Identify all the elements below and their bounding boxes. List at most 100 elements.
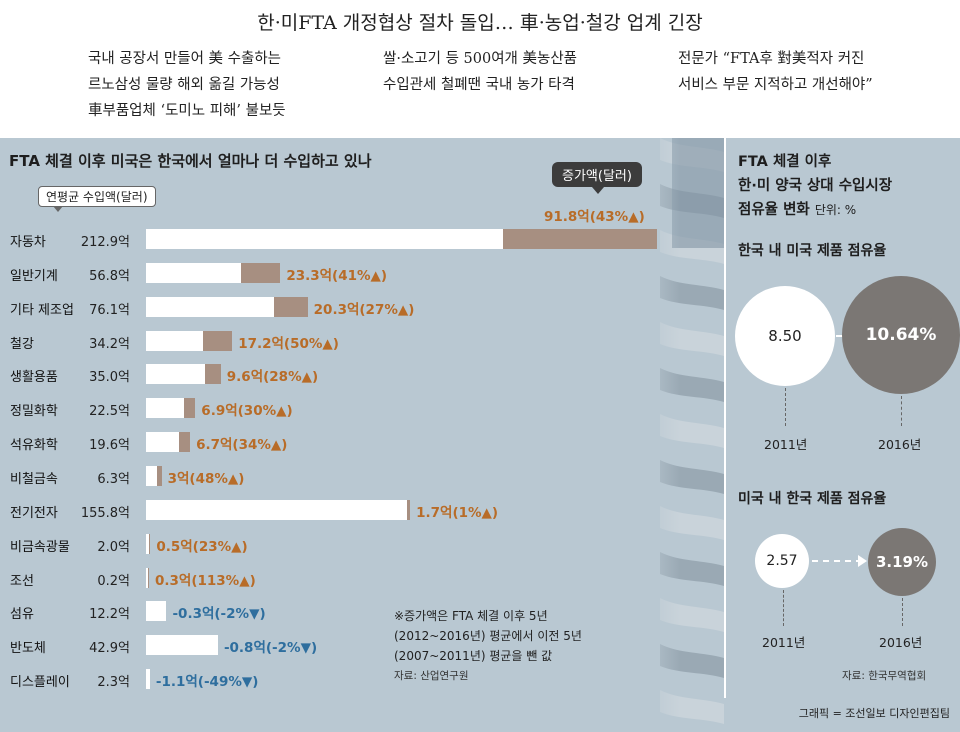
right-chart-title: FTA 체결 이후 한·미 양국 상대 수입시장 점유율 변화 단위: % [738, 150, 892, 222]
bar-average-label: 12.2억 [89, 607, 130, 623]
right-title-text: 점유율 변화 [738, 202, 810, 218]
subhead-line: 서비스 부문 지적하고 개선해야” [678, 77, 873, 93]
bar-increase-label: 1.7억(1%▲) [416, 504, 499, 521]
subhead-line: 전문가 “FTA후 對美적자 커진 [678, 51, 865, 67]
bar-average [146, 364, 205, 385]
bar-average [146, 229, 504, 249]
year-label: 2016년 [878, 437, 922, 452]
flag-canton [672, 138, 724, 248]
bubble-2016-us-share: 10.64% [842, 276, 960, 394]
leader-line [902, 598, 903, 626]
share-us-in-korea-title: 한국 내 미국 제품 점유율 [738, 243, 887, 259]
bar-average-label: 0.2억 [97, 573, 130, 589]
bar-average-label: 35.0억 [89, 370, 130, 386]
left-chart-title: FTA 체결 이후 미국은 한국에서 얼마나 더 수입하고 있나 [9, 152, 372, 170]
bar-increase-label: 0.3억(113%▲) [155, 572, 256, 589]
us-flag-background [640, 138, 724, 732]
bar-average [146, 635, 218, 656]
bar-increase-label: 9.6억(28%▲) [226, 369, 319, 386]
bar-increase-label: 0.5억(23%▲) [156, 538, 248, 555]
infographic-panel: FTA 체결 이후 미국은 한국에서 얼마나 더 수입하고 있나 연평균 수입액… [0, 138, 960, 732]
subhead-line: 국내 공장서 만들어 美 수출하는 [88, 51, 282, 67]
bar-increase-label: 91.8억(43%▲) [544, 209, 645, 225]
year-label: 2011년 [762, 635, 806, 650]
share-korea-in-us-title: 미국 내 한국 제품 점유율 [738, 491, 887, 507]
bar-increase-label: 23.3억(41%▲) [286, 267, 388, 284]
bar-average-label: 22.5억 [89, 404, 130, 420]
bar-average [146, 330, 204, 351]
bar-average [146, 567, 148, 588]
bar-average [146, 398, 184, 419]
bar-category-label: 비금속광물 [10, 539, 70, 555]
footnote-line: (2007~2011년) 평균을 뺀 값 [394, 649, 553, 663]
bar-increase [183, 398, 196, 419]
bar-average [146, 533, 150, 554]
leader-line [785, 388, 786, 426]
bar-increase-label: 20.3억(27%▲) [313, 301, 415, 318]
bar-average [146, 262, 242, 283]
subhead-line: 수입관세 철폐땐 국내 농가 타격 [383, 77, 575, 93]
avg-import-badge: 연평균 수입액(달러) [38, 186, 156, 212]
source-right: 자료: 한국무역협회 [842, 670, 927, 682]
bar-average-label: 2.0억 [97, 539, 130, 555]
footnote-line: ※증가액은 FTA 체결 이후 5년 [394, 609, 548, 623]
bar-category-label: 철강 [10, 336, 34, 352]
bar-category-label: 비철금속 [10, 471, 58, 487]
bar-increase [241, 262, 281, 283]
increase-badge: 증가액(달러) [552, 162, 642, 194]
bar-category-label: 전기전자 [10, 505, 58, 521]
bar-average-label: 212.9억 [80, 235, 130, 250]
bar-category-label: 석유화학 [10, 438, 58, 454]
bar-category-label: 자동차 [10, 235, 46, 250]
bar-average-label: 155.8억 [80, 505, 130, 521]
arrow-right-icon [858, 555, 867, 567]
subhead-line: 車부품업체 ‘도미노 피해’ 불보듯 [88, 103, 286, 119]
bar-average-label: 42.9억 [89, 641, 130, 657]
bubble-2011-us-share: 8.50 [735, 286, 835, 386]
bubble-2016-korea-share: 3.19% [868, 528, 936, 596]
bar-increase [156, 465, 162, 486]
bar-average-label: 2.3억 [97, 675, 130, 691]
bar-category-label: 기타 제조업 [10, 302, 74, 318]
bar-category-label: 조선 [10, 573, 34, 589]
bubble-label: 2.57 [766, 553, 798, 569]
bar-category-label: 생활용품 [10, 370, 58, 386]
headline: 한·미FTA 개정협상 절차 돌입… 車·농업·철강 업계 긴장 [257, 12, 703, 34]
bar-category-label: 반도체 [10, 641, 46, 657]
bar-category-label: 일반기계 [10, 268, 58, 284]
bar-average [146, 601, 167, 622]
bar-average-label: 56.8억 [89, 268, 130, 284]
bar-average-label: 34.2억 [89, 336, 130, 352]
graphic-credit: 그래픽 = 조선일보 디자인편집팀 [798, 707, 950, 720]
bubble-label: 3.19% [875, 553, 929, 571]
bar-category-label: 정밀화학 [10, 404, 58, 420]
bar-average-label: 76.1억 [89, 302, 130, 318]
leader-line [901, 396, 902, 426]
source-left: 자료: 산업연구원 [394, 670, 469, 682]
bar-average [146, 465, 157, 486]
arrow-line [812, 560, 862, 562]
subhead-line: 쌀·소고기 등 500여개 美농산품 [383, 51, 578, 67]
bar-increase [148, 567, 149, 588]
subhead-line: 르노삼성 물량 해외 옮길 가능성 [88, 77, 280, 93]
bubble-label: 8.50 [768, 327, 802, 345]
subhead-col3: 전문가 “FTA후 對美적자 커진 서비스 부문 지적하고 개선해야” [678, 46, 873, 98]
right-title-line: FTA 체결 이후 [738, 154, 832, 170]
panel-divider [724, 138, 726, 698]
footnote: ※증가액은 FTA 체결 이후 5년 (2012~2016년) 평균에서 이전 … [394, 606, 582, 666]
bar-increase [203, 330, 233, 351]
right-title-line: 점유율 변화 단위: % [738, 198, 892, 222]
unit-label: 단위: % [814, 203, 857, 217]
year-label: 2016년 [879, 635, 923, 650]
bar-average [146, 296, 274, 317]
bar-average-label: 6.3억 [97, 471, 130, 487]
bar-increase-label: -0.3억(-2%▼) [172, 606, 266, 623]
bubble-2011-korea-share: 2.57 [755, 534, 809, 588]
bar-category-label: 디스플레이 [10, 675, 70, 691]
bar-increase [407, 499, 411, 520]
bar-increase-label: -0.8억(-2%▼) [223, 640, 318, 657]
bar-increase-label: 6.7억(34%▲) [196, 437, 288, 454]
subhead-col1: 국내 공장서 만들어 美 수출하는 르노삼성 물량 해외 옮길 가능성 車부품업… [88, 46, 286, 124]
bar-average [146, 432, 179, 453]
bar-increase [178, 432, 191, 453]
